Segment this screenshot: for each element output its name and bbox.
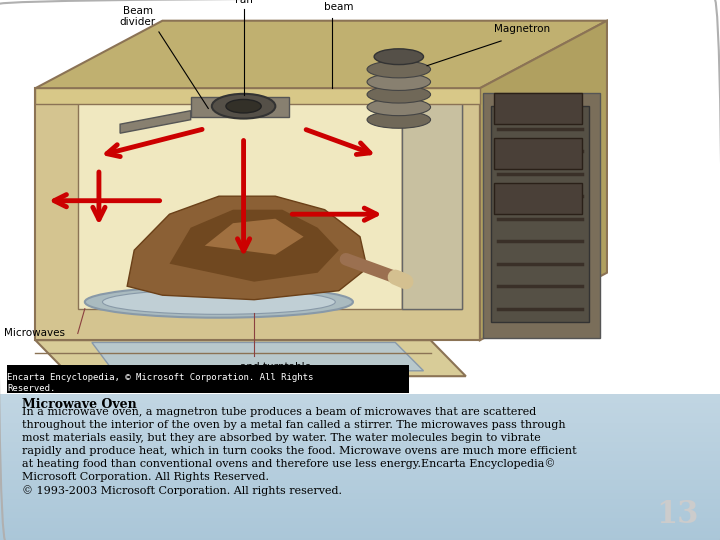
Polygon shape bbox=[204, 219, 304, 255]
Text: Beam
divider: Beam divider bbox=[120, 6, 156, 28]
Ellipse shape bbox=[367, 73, 431, 91]
Text: Fan: Fan bbox=[235, 0, 253, 5]
Ellipse shape bbox=[367, 86, 431, 103]
Text: 13: 13 bbox=[656, 500, 698, 530]
Bar bbox=[494, 93, 582, 124]
Ellipse shape bbox=[367, 60, 431, 78]
Bar bbox=[78, 102, 402, 309]
Bar bbox=[483, 93, 600, 338]
Bar bbox=[0, 0, 720, 394]
Polygon shape bbox=[35, 21, 607, 88]
Bar bbox=[494, 183, 582, 214]
Text: and turntable: and turntable bbox=[240, 362, 311, 372]
Bar bbox=[494, 138, 582, 169]
Bar bbox=[0, 366, 410, 393]
Text: Microwave Oven: Microwave Oven bbox=[22, 398, 136, 411]
Polygon shape bbox=[169, 210, 339, 282]
Polygon shape bbox=[35, 340, 466, 376]
Polygon shape bbox=[35, 88, 480, 104]
Polygon shape bbox=[127, 196, 367, 300]
Bar bbox=[35, 88, 480, 340]
Ellipse shape bbox=[102, 289, 336, 314]
Text: Microwave
beam: Microwave beam bbox=[311, 0, 366, 12]
Ellipse shape bbox=[367, 111, 431, 129]
Polygon shape bbox=[92, 342, 423, 371]
Ellipse shape bbox=[85, 286, 353, 318]
Text: Reserved.: Reserved. bbox=[7, 384, 55, 393]
Text: Magnetron: Magnetron bbox=[494, 24, 550, 34]
Ellipse shape bbox=[226, 99, 261, 113]
Ellipse shape bbox=[374, 49, 423, 65]
Polygon shape bbox=[480, 21, 607, 340]
Text: Encarta Encyclopedia, © Microsoft Corporation. All Rights: Encarta Encyclopedia, © Microsoft Corpor… bbox=[7, 373, 314, 382]
Bar bbox=[402, 102, 462, 309]
Polygon shape bbox=[120, 111, 191, 133]
Ellipse shape bbox=[367, 98, 431, 116]
Text: In a microwave oven, a magnetron tube produces a beam of microwaves that are sca: In a microwave oven, a magnetron tube pr… bbox=[22, 407, 576, 496]
Bar bbox=[402, 102, 462, 309]
Ellipse shape bbox=[212, 94, 275, 119]
Bar bbox=[490, 106, 589, 322]
Text: Microwaves: Microwaves bbox=[4, 328, 65, 339]
Bar bbox=[191, 97, 289, 117]
